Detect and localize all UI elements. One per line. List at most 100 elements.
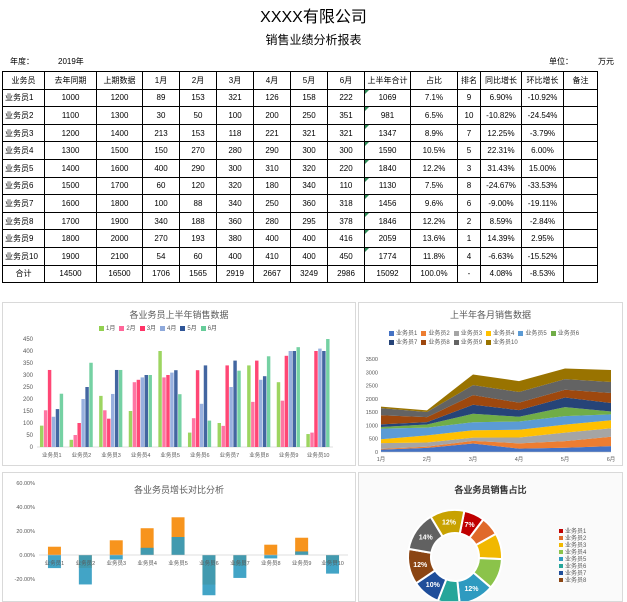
table-cell (563, 194, 598, 213)
bar (43, 410, 48, 447)
area-series (381, 407, 611, 429)
table-cell: - (457, 264, 481, 284)
y-tick-label: 3000 (366, 370, 378, 376)
x-tick-label: 业务员3 (101, 451, 121, 459)
legend-swatch (559, 550, 563, 555)
table-cell: 6 (457, 194, 481, 213)
legend-item: 3月 (139, 323, 156, 332)
legend-swatch (486, 330, 492, 336)
y-tick-label: 20.00% (16, 529, 35, 535)
chart3-plot: 60.00%40.00%20.00%0.00%-20.00%-40.00%业务员… (15, 481, 348, 596)
bar (81, 399, 85, 447)
bar (51, 416, 56, 447)
table-cell: 300 (327, 141, 365, 160)
chart4-plot: 7% 12% 10% 12% 14% 12% (407, 509, 503, 601)
table-cell: 280 (216, 141, 254, 160)
table-cell: 1600 (44, 194, 97, 213)
bar (99, 395, 103, 447)
legend-label: 业务员5 (525, 331, 547, 337)
company-title: XXXX有限公司 (260, 9, 367, 26)
table-cell: -10.82% (480, 106, 522, 125)
x-tick-label: 业务员7 (220, 451, 240, 459)
bar (221, 425, 225, 447)
column-header: 占比 (410, 71, 458, 90)
table-cell: -19.11% (521, 194, 564, 213)
bar (170, 372, 174, 447)
bar (237, 370, 241, 447)
bar (288, 351, 293, 447)
bar (59, 393, 64, 447)
table-cell: 3249 (290, 264, 328, 284)
table-cell: 318 (327, 194, 365, 213)
table-cell: 1456 (364, 194, 411, 213)
bar (247, 365, 251, 447)
y-tick-label: 250 (23, 385, 34, 391)
bar (264, 555, 278, 559)
chart2-title: 上半年各月销售数据 (449, 310, 531, 320)
bar (109, 540, 123, 555)
legend-swatch (453, 339, 459, 345)
table-cell: 153 (179, 123, 217, 143)
column-header: 6月 (327, 71, 365, 90)
bar (73, 435, 77, 447)
legend-item: 业务员1 (389, 328, 417, 337)
legend-item: 业务员5 (559, 557, 586, 564)
table-cell: 320 (216, 176, 254, 196)
share-donut-panel: 各业务员销售占比 7% 12% 10% 12% 14% 12% 业务员1 业务员2 业务员3 业… (358, 472, 623, 602)
table-cell: 业务员4 (2, 141, 45, 160)
legend-item: 业务员2 (559, 536, 586, 543)
legend-label: 业务员3 (460, 331, 483, 337)
table-cell: 业务员10 (2, 246, 45, 266)
bar (47, 546, 61, 555)
table-cell: 11.8% (410, 246, 458, 266)
table-cell: 180 (253, 176, 291, 196)
bar (107, 418, 111, 447)
table-cell: 3 (457, 158, 481, 178)
table-cell: 9.6% (410, 194, 458, 213)
bar (292, 351, 296, 447)
table-cell: 295 (290, 211, 328, 231)
bar (217, 423, 222, 447)
table-cell: 300 (290, 141, 328, 160)
table-cell: 360 (216, 211, 254, 231)
legend-swatch (559, 557, 563, 562)
legend-swatch (421, 339, 427, 345)
x-tick-label: 6月 (607, 456, 616, 463)
table-cell: -2.84% (521, 211, 564, 231)
slice-label: 14% (419, 534, 434, 541)
table-cell: 15.00% (521, 158, 564, 178)
table-row: 业务员6 1500 1700 60 120 320 180 340 110 1130 7.5% 8 -2… (2, 176, 598, 196)
table-cell: -3.79% (521, 123, 564, 143)
bar (255, 360, 259, 447)
x-tick-label: 业务员1 (45, 559, 65, 567)
table-cell: 250 (253, 194, 291, 213)
table-cell: 1 (457, 229, 481, 248)
y-tick-label: 200 (23, 397, 34, 403)
legend-item: 业务员9 (453, 337, 482, 346)
table-cell: 9 (457, 88, 481, 108)
bar (191, 418, 196, 447)
bar (140, 547, 154, 555)
sales-bar-chart-panel: 各业务员上半年销售数据 1月 2月 3月 4月 5月 6月 0 50 100 150 200 250… (2, 302, 356, 466)
table-cell: 1774 (364, 246, 411, 266)
table-cell: 220 (327, 158, 365, 178)
y-tick-label: -20.00% (15, 577, 36, 583)
table-cell: 1600 (96, 158, 143, 178)
chart3-title: 各业务员增长对比分析 (133, 485, 224, 495)
table-cell: 4 (457, 246, 481, 266)
legend-item: 业务员5 (518, 328, 547, 337)
table-cell: 340 (142, 211, 180, 231)
table-row: 业务员7 1600 1800 100 88 340 250 360 318 1456 9.6% 6 -9… (2, 194, 598, 213)
table-cell: 321 (327, 123, 365, 143)
table-cell: 400 (290, 246, 328, 266)
table-cell: 6.5% (410, 106, 458, 125)
x-tick-label: 业务员9 (279, 451, 299, 459)
legend-label: 业务员8 (428, 340, 450, 346)
bar (47, 555, 61, 569)
legend-swatch (99, 325, 104, 331)
table-cell: 7 (457, 123, 481, 143)
bar (136, 379, 141, 447)
table-cell: 400 (216, 246, 254, 266)
column-header: 备注 (563, 71, 598, 90)
table-cell: 8.59% (480, 211, 522, 231)
